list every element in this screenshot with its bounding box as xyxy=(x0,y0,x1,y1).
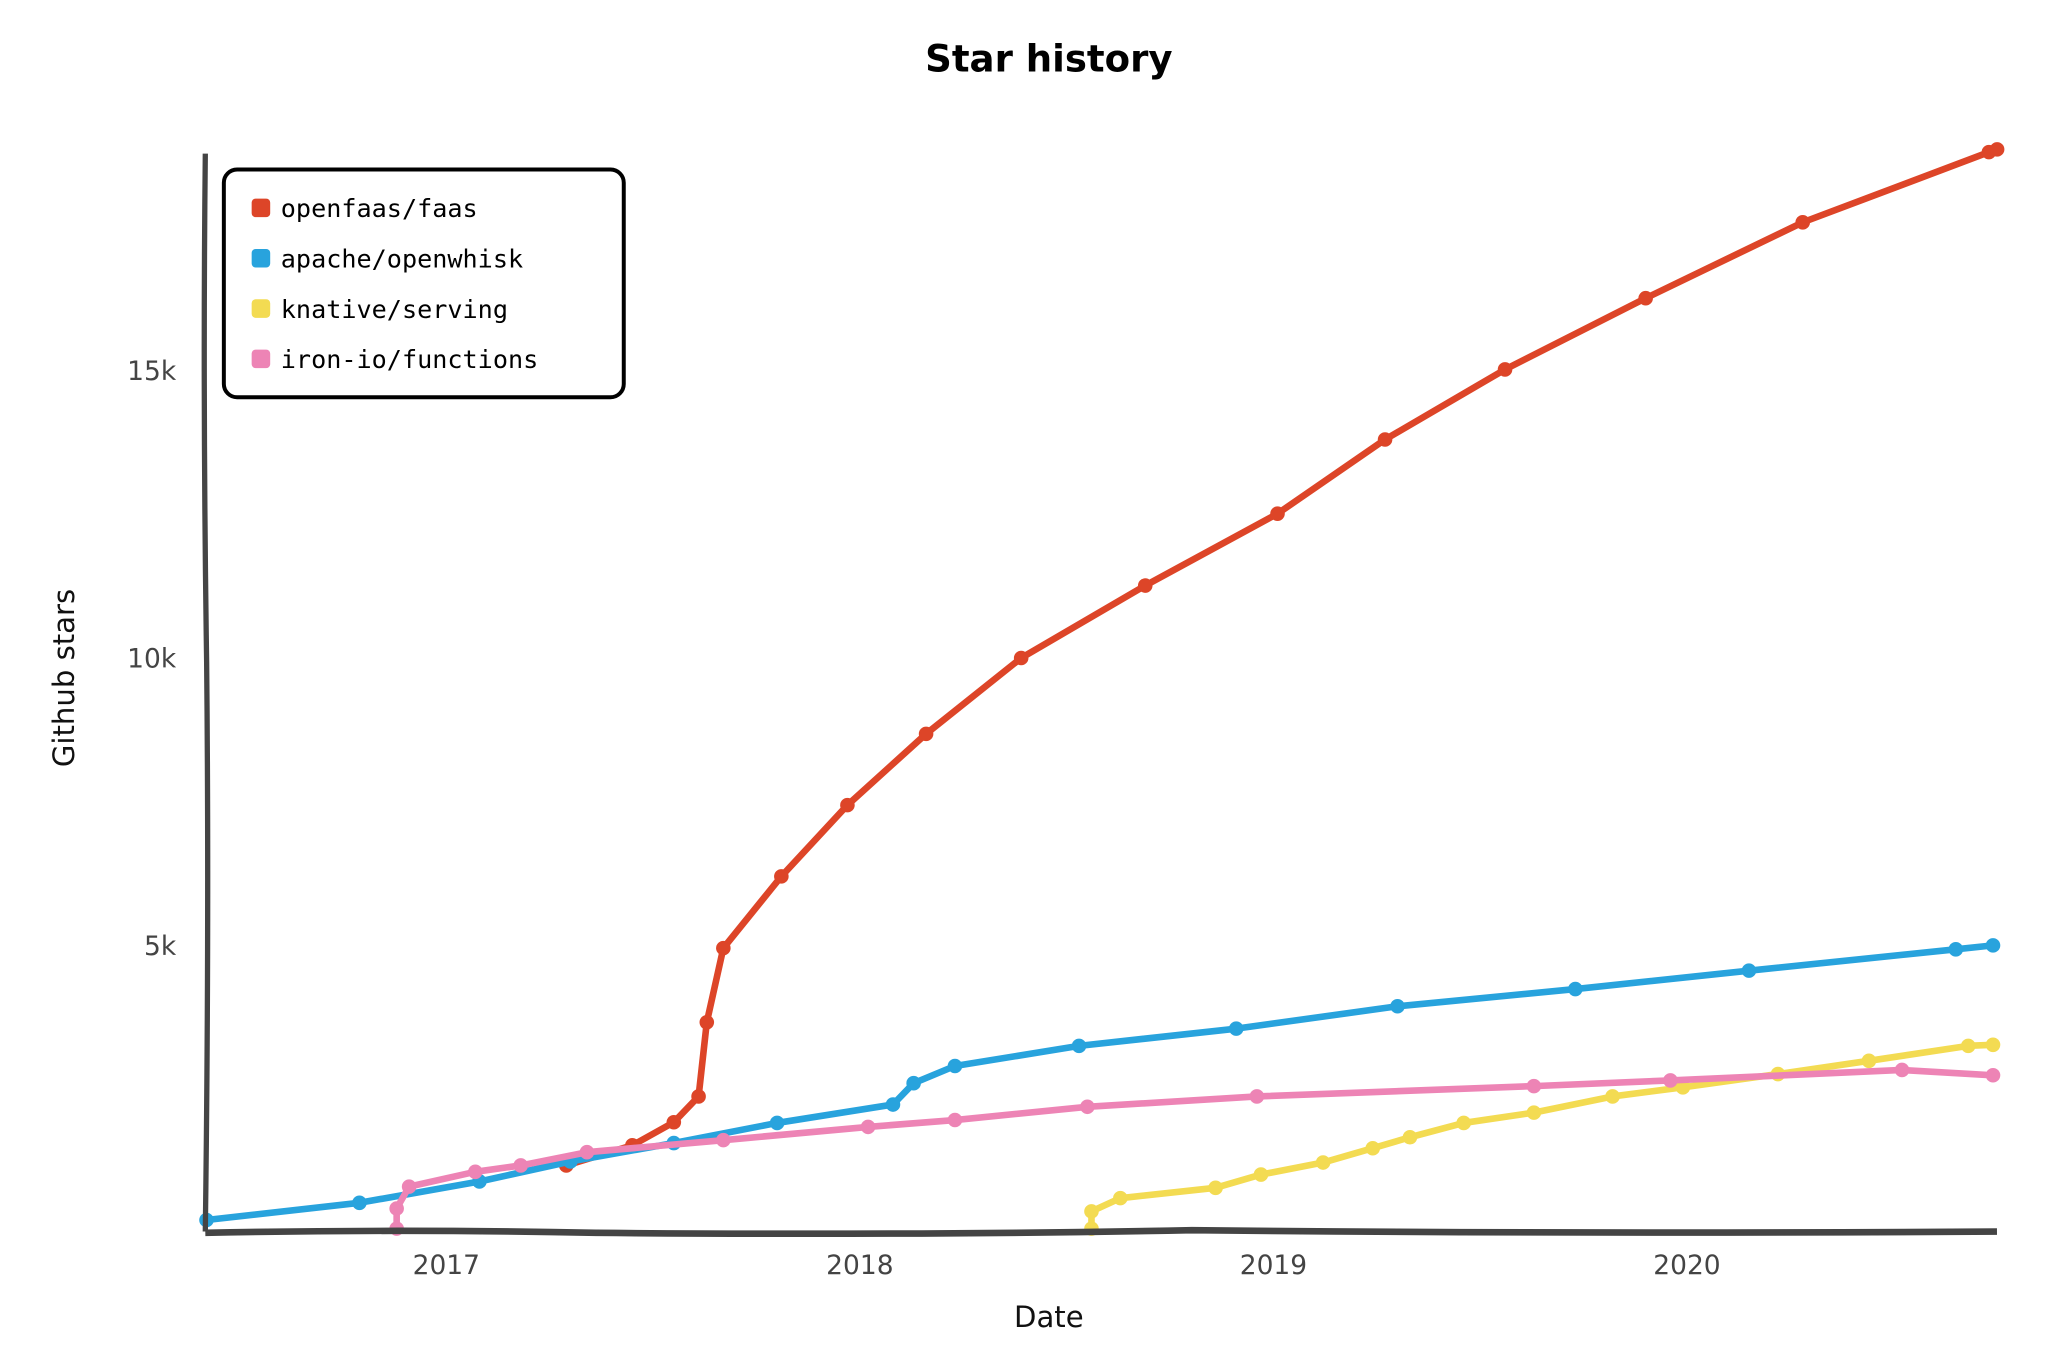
data-point[interactable] xyxy=(1526,1105,1542,1120)
legend-item[interactable]: knative/serving xyxy=(251,295,508,324)
data-point[interactable] xyxy=(716,940,731,956)
data-point[interactable] xyxy=(906,1075,921,1091)
chart-title: Star history xyxy=(925,38,1172,81)
x-tick-label: 2017 xyxy=(413,1250,480,1281)
data-point[interactable] xyxy=(1675,1080,1691,1095)
legend-label: iron-io/functions xyxy=(281,345,538,374)
data-point[interactable] xyxy=(1390,998,1405,1014)
data-point[interactable] xyxy=(1228,1021,1244,1036)
data-point[interactable] xyxy=(918,726,934,742)
legend: openfaas/faas apache/openwhisk knative/ser… xyxy=(221,167,626,400)
data-point[interactable] xyxy=(579,1144,595,1160)
data-point[interactable] xyxy=(666,1114,682,1130)
y-axis-ticks: 5k 10k 15k xyxy=(127,356,177,962)
legend-label: knative/serving xyxy=(281,295,508,324)
data-point[interactable] xyxy=(468,1164,483,1180)
data-point[interactable] xyxy=(401,1179,417,1194)
data-point[interactable] xyxy=(1497,362,1513,377)
data-point[interactable] xyxy=(774,869,789,884)
data-point[interactable] xyxy=(1663,1073,1678,1088)
data-point[interactable] xyxy=(1402,1129,1418,1145)
data-point[interactable] xyxy=(1137,578,1153,593)
data-point[interactable] xyxy=(1456,1115,1471,1131)
data-point[interactable] xyxy=(1208,1180,1223,1196)
data-point[interactable] xyxy=(1253,1167,1269,1182)
legend-swatch xyxy=(251,349,271,369)
data-point[interactable] xyxy=(1861,1053,1877,1069)
series-iron-io-functions xyxy=(389,1062,2001,1236)
x-tick-label: 2018 xyxy=(826,1250,893,1281)
data-point[interactable] xyxy=(1894,1062,1910,1078)
data-point[interactable] xyxy=(947,1058,963,1074)
legend-swatch xyxy=(251,248,271,268)
legend-swatch xyxy=(251,198,271,218)
data-point[interactable] xyxy=(1080,1099,1095,1115)
data-point[interactable] xyxy=(1741,963,1757,978)
data-point[interactable] xyxy=(1526,1078,1542,1094)
data-point[interactable] xyxy=(1270,506,1285,521)
data-point[interactable] xyxy=(1985,1067,2001,1083)
plot-area xyxy=(199,142,2005,1236)
y-tick-label: 10k xyxy=(127,643,177,674)
x-tick-label: 2020 xyxy=(1653,1250,1720,1281)
data-point[interactable] xyxy=(1960,1038,1976,1054)
data-point[interactable] xyxy=(691,1089,706,1104)
series-line xyxy=(1088,1041,1997,1232)
y-tick-label: 15k xyxy=(127,356,177,387)
legend-item[interactable]: iron-io/functions xyxy=(251,345,539,374)
data-point[interactable] xyxy=(860,1119,876,1135)
data-point[interactable] xyxy=(1948,942,1964,957)
data-point[interactable] xyxy=(1249,1089,1265,1104)
y-tick-label: 5k xyxy=(144,931,177,962)
legend-item[interactable]: apache/openwhisk xyxy=(251,244,523,273)
series-line xyxy=(203,942,1997,1224)
data-point[interactable] xyxy=(1985,938,2001,953)
data-point[interactable] xyxy=(716,1132,731,1148)
data-point[interactable] xyxy=(769,1115,785,1131)
data-point[interactable] xyxy=(1985,1037,2001,1053)
series-openfaas-faas xyxy=(559,142,2005,1173)
x-tick-label: 2019 xyxy=(1240,1250,1307,1281)
data-point[interactable] xyxy=(1013,650,1029,666)
legend-box xyxy=(221,167,626,400)
data-point[interactable] xyxy=(352,1195,367,1211)
y-axis-label: Github stars xyxy=(47,589,81,767)
data-point[interactable] xyxy=(513,1158,529,1173)
data-point[interactable] xyxy=(1638,290,1653,306)
legend-item[interactable]: openfaas/faas xyxy=(251,194,478,223)
y-axis-line xyxy=(201,153,211,1232)
data-point[interactable] xyxy=(389,1201,404,1216)
x-axis-line xyxy=(205,1226,1997,1238)
x-axis-ticks: 2017 2018 2019 2020 xyxy=(413,1250,1721,1281)
legend-label: openfaas/faas xyxy=(281,194,478,223)
data-point[interactable] xyxy=(885,1097,901,1112)
data-point[interactable] xyxy=(1365,1140,1381,1156)
x-axis-label: Date xyxy=(1014,1300,1084,1334)
data-point[interactable] xyxy=(1989,142,2005,157)
data-point[interactable] xyxy=(1113,1190,1128,1206)
data-point[interactable] xyxy=(1568,981,1583,997)
series-line xyxy=(562,146,2001,1169)
legend-swatch xyxy=(251,299,271,318)
data-point[interactable] xyxy=(1795,215,1810,230)
data-point[interactable] xyxy=(1071,1038,1087,1054)
data-point[interactable] xyxy=(1084,1204,1099,1219)
data-point[interactable] xyxy=(699,1015,715,1030)
data-point[interactable] xyxy=(1605,1089,1620,1104)
data-point[interactable] xyxy=(1377,432,1393,447)
data-point[interactable] xyxy=(947,1112,963,1128)
series-knative-serving xyxy=(1084,1037,2001,1236)
series-line xyxy=(393,1066,1997,1232)
data-point[interactable] xyxy=(840,797,855,813)
legend-label: apache/openwhisk xyxy=(281,244,523,273)
data-point[interactable] xyxy=(1315,1155,1331,1170)
